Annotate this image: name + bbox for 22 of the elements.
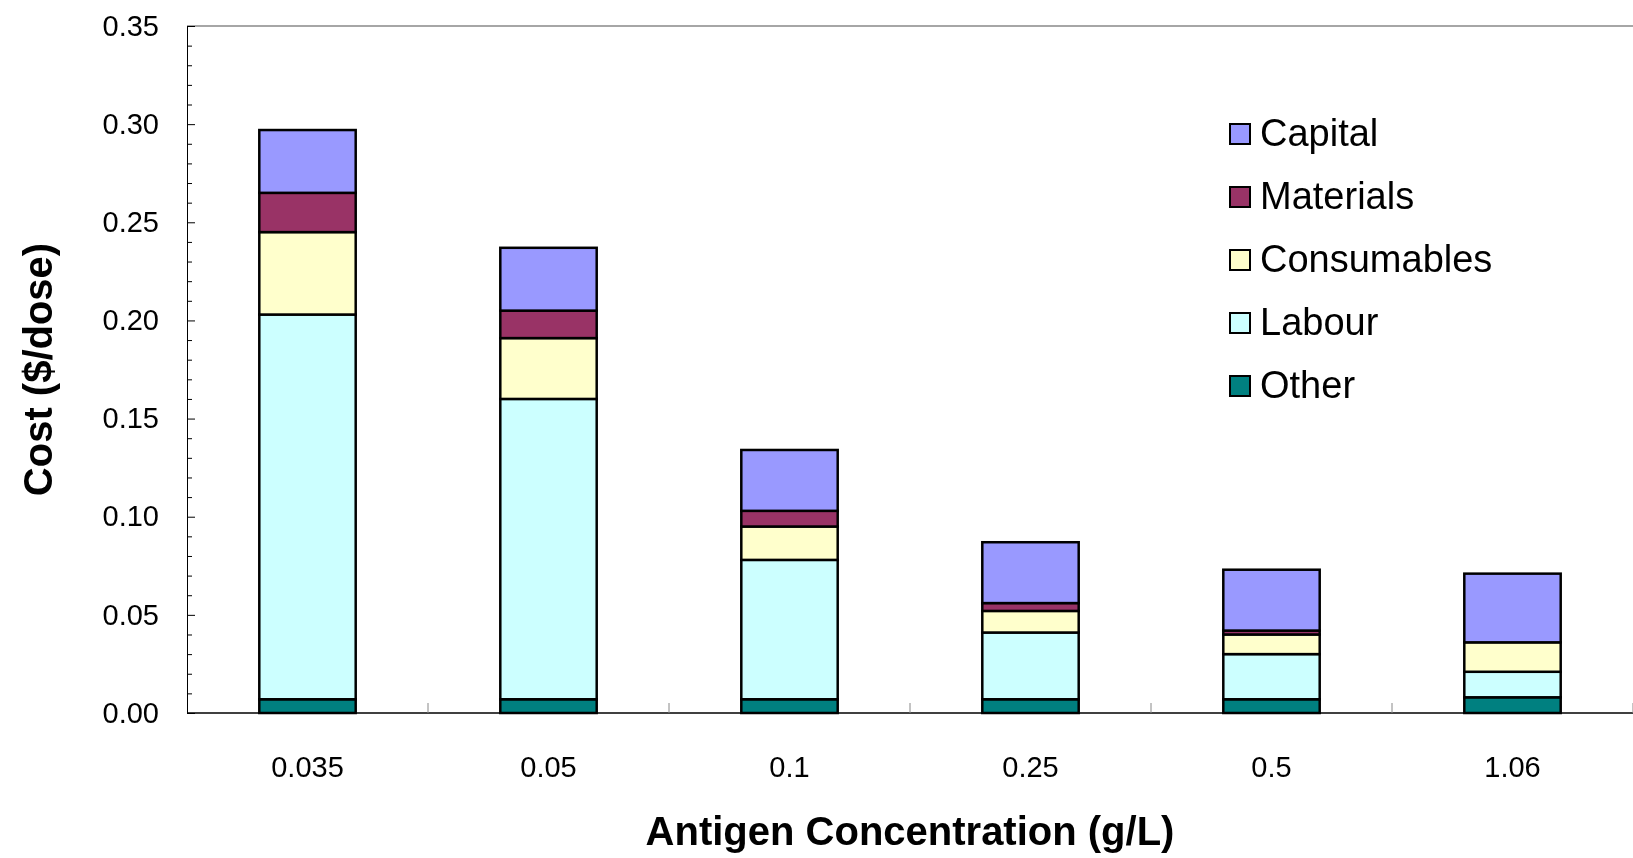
y-tick-label: 0.25: [102, 206, 159, 239]
y-tick-label: 0.35: [102, 9, 159, 42]
y-tick-label: 0.00: [102, 696, 159, 729]
legend-label: Materials: [1260, 175, 1415, 217]
x-tick-label: 0.5: [1251, 751, 1292, 783]
y-tick-label: 0.10: [102, 500, 159, 533]
x-tick-label: 0.05: [520, 751, 577, 783]
x-tick-label: 0.1: [769, 751, 810, 783]
y-axis-title: Cost ($/dose): [16, 242, 60, 497]
y-tick-label: 0.20: [102, 304, 159, 337]
x-tick-label: 0.25: [1002, 751, 1059, 783]
x-axis-title: Antigen Concentration (g/L): [645, 809, 1175, 853]
legend-label: Consumables: [1260, 238, 1493, 280]
bar: [1222, 568, 1321, 632]
legend-label: Labour: [1260, 301, 1379, 343]
y-tick-label: 0.05: [102, 598, 159, 631]
legend-label: Other: [1260, 364, 1356, 406]
legend-label: Capital: [1260, 112, 1379, 154]
x-tick-label: 0.035: [271, 751, 344, 783]
y-tick-label: 0.15: [102, 402, 159, 435]
x-tick-label: 1.06: [1484, 751, 1541, 783]
y-tick-label: 0.30: [102, 107, 159, 140]
